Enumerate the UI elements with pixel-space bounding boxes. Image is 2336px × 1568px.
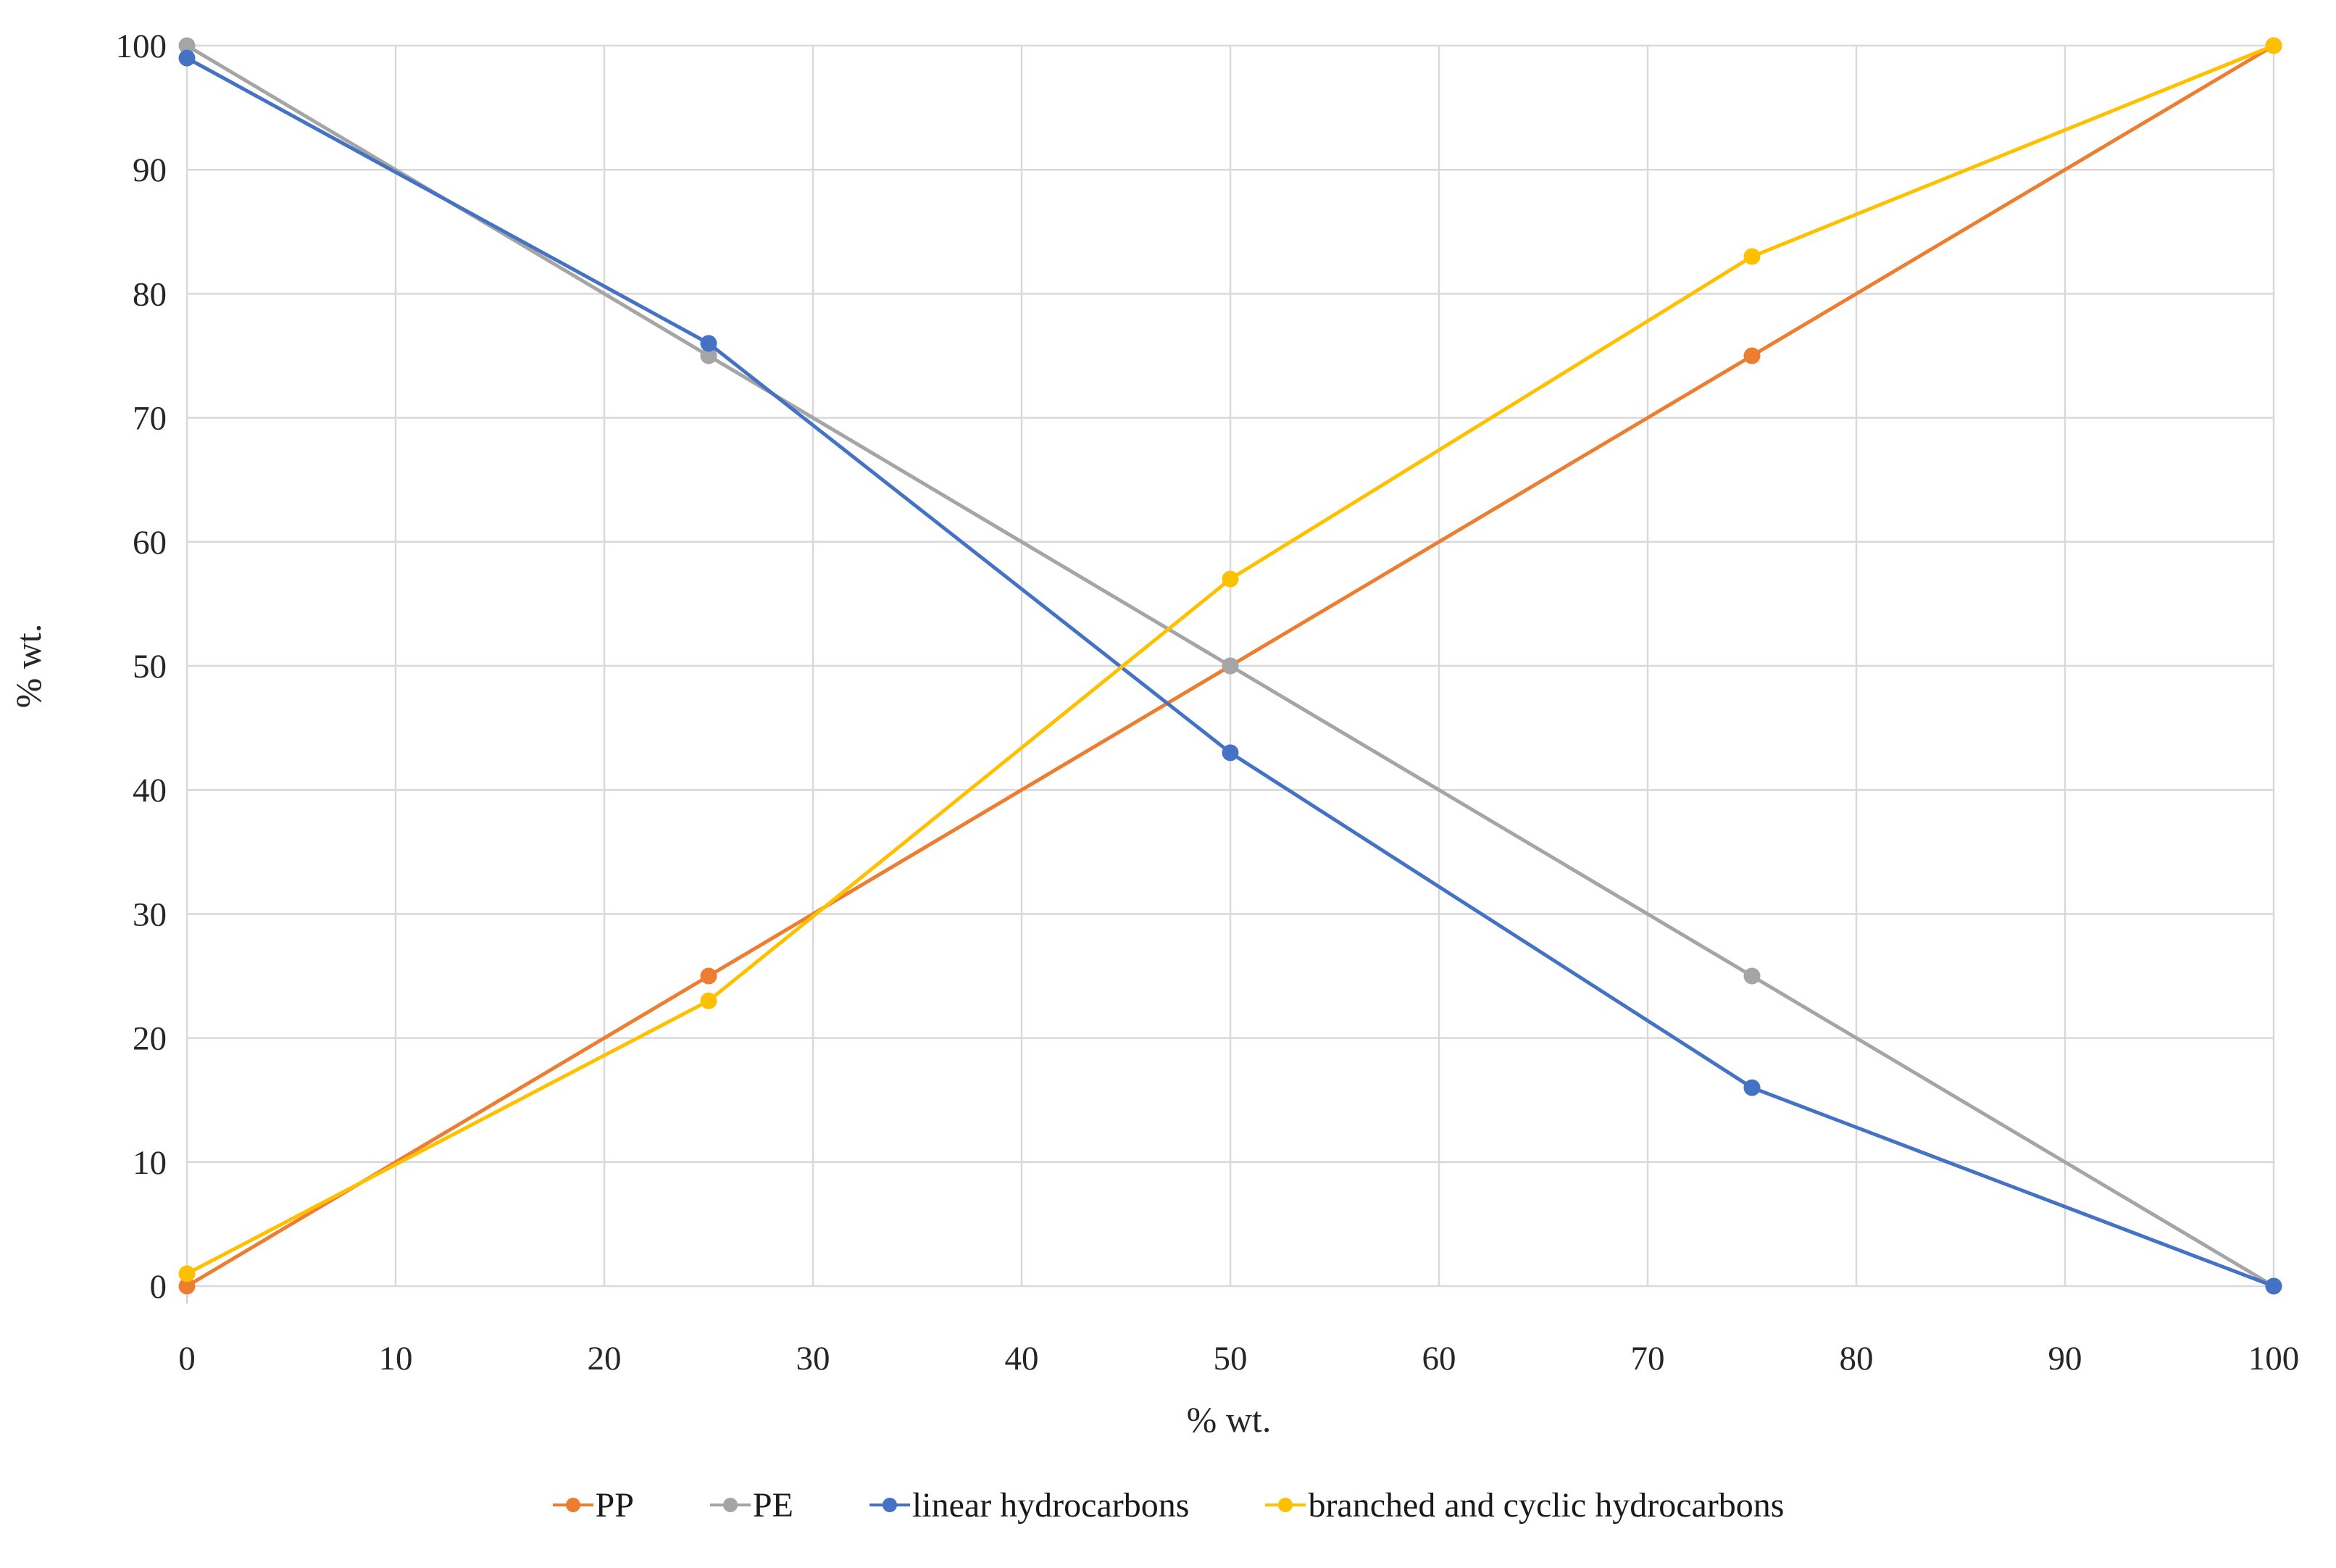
- legend-marker-icon: [552, 1498, 593, 1512]
- y-tick-label: 40: [133, 772, 167, 809]
- y-tick-label: 100: [116, 28, 167, 65]
- data-point-linear-hydrocarbons: [1743, 1079, 1761, 1096]
- legend-item-branched-and-cyclic-hydrocarbons: branched and cyclic hydrocarbons: [1264, 1485, 1784, 1525]
- legend-marker-icon: [1265, 1498, 1306, 1512]
- y-tick-label: 0: [150, 1268, 167, 1306]
- data-point-branched-and-cyclic-hydrocarbons: [178, 1265, 196, 1283]
- x-tick-label: 50: [1214, 1340, 1248, 1377]
- data-point-branched-and-cyclic-hydrocarbons: [1743, 248, 1761, 265]
- legend-label: PE: [752, 1485, 793, 1525]
- data-point-PE: [178, 37, 196, 54]
- data-point-PE: [700, 347, 717, 364]
- y-tick-label: 10: [133, 1144, 167, 1182]
- x-tick-label: 90: [2048, 1340, 2082, 1377]
- data-point-PP: [700, 967, 717, 985]
- data-point-linear-hydrocarbons: [1222, 744, 1239, 762]
- legend-item-PE: PE: [709, 1485, 793, 1525]
- data-point-PE: [1222, 657, 1239, 675]
- legend-marker-icon: [709, 1498, 751, 1512]
- data-point-branched-and-cyclic-hydrocarbons: [700, 992, 717, 1009]
- legend-label: branched and cyclic hydrocarbons: [1308, 1485, 1785, 1525]
- legend-label: PP: [595, 1485, 634, 1525]
- y-tick-label: 80: [133, 275, 167, 313]
- y-tick-label: 50: [133, 648, 167, 685]
- chart-legend: PP PE linear hydrocarbons branched and cycl…: [0, 1465, 2336, 1545]
- legend-item-linear-hydrocarbons: linear hydrocarbons: [869, 1485, 1190, 1525]
- data-point-branched-and-cyclic-hydrocarbons: [1222, 570, 1239, 588]
- x-tick-label: 60: [1422, 1340, 1456, 1377]
- data-point-PP: [1743, 347, 1761, 364]
- x-tick-label: 0: [178, 1340, 196, 1377]
- x-axis-title: % wt.: [1187, 1399, 1272, 1440]
- x-tick-label: 30: [796, 1340, 830, 1377]
- y-axis-title: % wt.: [8, 624, 49, 709]
- data-point-linear-hydrocarbons: [700, 335, 717, 352]
- legend-marker-icon: [869, 1498, 910, 1512]
- data-point-PP: [178, 1277, 196, 1295]
- x-tick-label: 10: [379, 1340, 413, 1377]
- data-point-branched-and-cyclic-hydrocarbons: [2265, 37, 2282, 54]
- legend-item-PP: PP: [552, 1485, 634, 1525]
- tick-label-layer: 0 10 20 30 40 50 60 70 80 90 100 0 10 20 30 40 50 60 70 80 9…: [116, 28, 2300, 1377]
- y-tick-label: 60: [133, 524, 167, 562]
- grid-layer: [185, 44, 2275, 1304]
- legend-label: linear hydrocarbons: [912, 1485, 1190, 1525]
- y-tick-label: 30: [133, 896, 167, 933]
- y-tick-label: 70: [133, 400, 167, 438]
- data-point-linear-hydrocarbons: [178, 49, 196, 67]
- x-tick-label: 80: [1840, 1340, 1874, 1377]
- x-tick-label: 70: [1631, 1340, 1665, 1377]
- x-tick-label: 40: [1005, 1340, 1039, 1377]
- series-layer: [178, 37, 2282, 1295]
- x-tick-label: 20: [588, 1340, 622, 1377]
- y-tick-label: 20: [133, 1020, 167, 1058]
- data-point-linear-hydrocarbons: [2265, 1277, 2282, 1295]
- x-tick-label: 100: [2248, 1340, 2300, 1377]
- y-tick-label: 90: [133, 151, 167, 189]
- data-point-PE: [1743, 967, 1761, 985]
